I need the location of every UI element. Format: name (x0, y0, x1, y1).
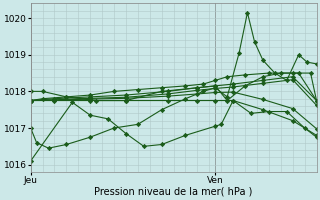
X-axis label: Pression niveau de la mer( hPa ): Pression niveau de la mer( hPa ) (94, 187, 253, 197)
